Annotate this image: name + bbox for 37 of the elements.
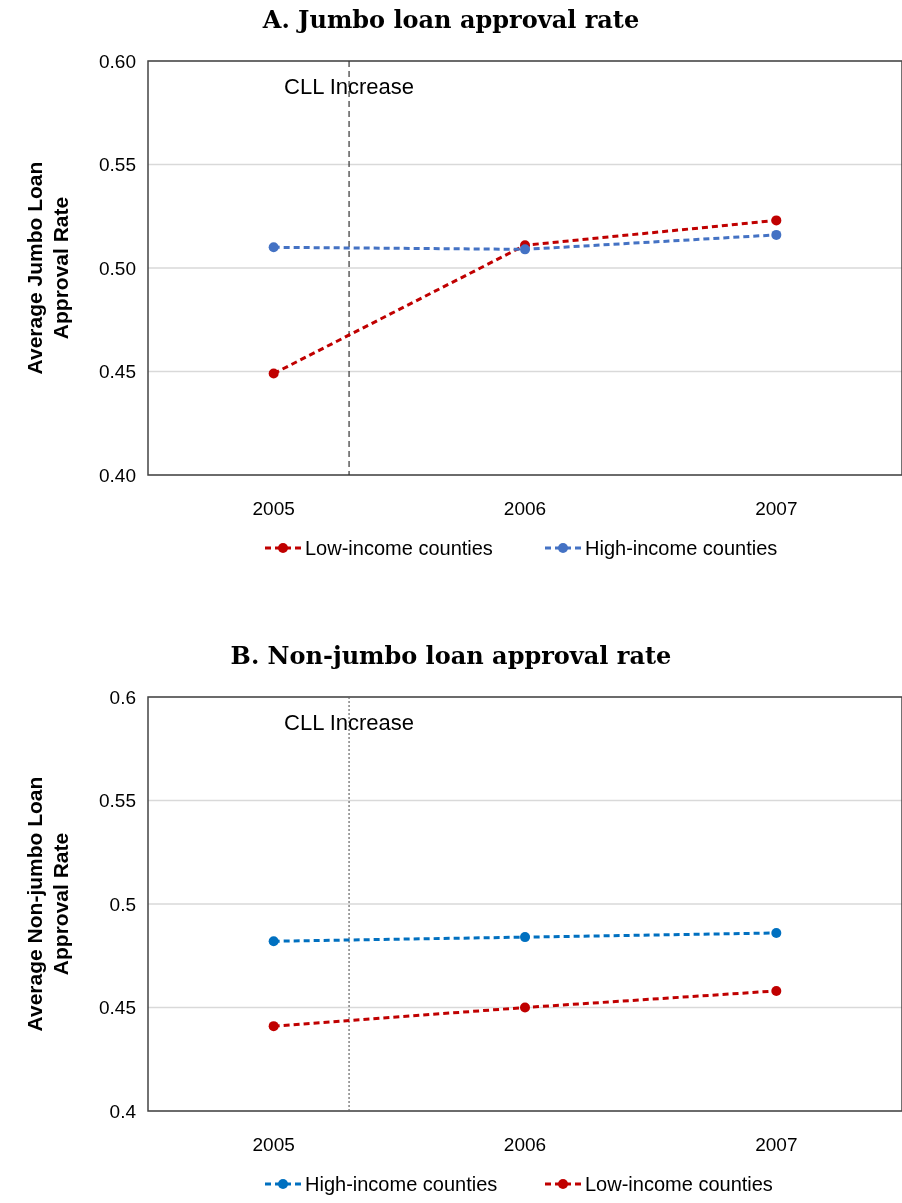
y-axis-title: Average Non-jumbo Loan Approval Rate: [23, 776, 73, 1032]
legend-label: Low-income counties: [305, 537, 493, 559]
point: [268, 1021, 279, 1032]
point: [771, 229, 782, 240]
point: [771, 215, 782, 226]
x-tick-label: 2005: [252, 1134, 295, 1155]
ref-line-label: CLL Increase: [284, 710, 415, 735]
legend-label: High-income counties: [305, 1173, 498, 1195]
point: [268, 242, 279, 253]
x-tick-label: 2007: [755, 1134, 798, 1155]
ref-line-label: CLL Increase: [284, 74, 415, 99]
point: [268, 368, 279, 379]
point: [520, 244, 530, 255]
legend-label: Low-income counties: [585, 1173, 773, 1195]
x-tick-label: 2006: [503, 498, 547, 519]
chart-title: B. Non-jumbo loan approval rate: [230, 641, 672, 670]
y-tick-label: 0.50: [99, 257, 136, 279]
legend-label: High-income counties: [585, 537, 778, 559]
y-tick-label: 0.5: [109, 893, 136, 915]
point: [520, 932, 530, 943]
y-tick-label: 0.55: [99, 154, 136, 176]
y-axis-title: Average Jumbo Loan Approval Rate: [23, 161, 73, 375]
y-tick-label: 0.45: [99, 361, 136, 383]
y-tick-label: 0.4: [109, 1100, 137, 1122]
y-tick-label: 0.45: [99, 997, 136, 1019]
y-tick-label: 0.55: [99, 790, 136, 812]
chart-title: A. Jumbo loan approval rate: [261, 5, 640, 34]
point: [268, 936, 279, 947]
point: [771, 927, 782, 938]
x-tick-label: 2005: [252, 498, 295, 519]
x-tick-label: 2007: [755, 498, 798, 519]
y-tick-label: 0.6: [109, 686, 136, 708]
x-tick-label: 2006: [503, 1134, 547, 1155]
point: [520, 1002, 530, 1013]
y-tick-label: 0.40: [99, 464, 136, 486]
y-tick-label: 0.60: [99, 50, 136, 72]
point: [771, 985, 782, 996]
